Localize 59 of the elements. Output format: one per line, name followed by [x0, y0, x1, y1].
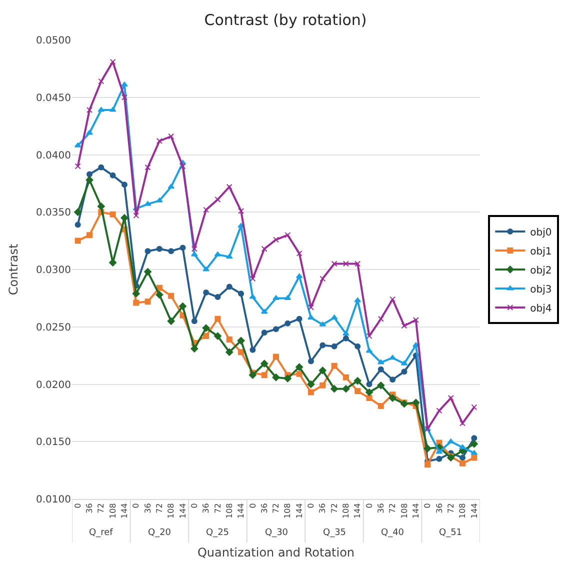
x-axis-title: Quantization and Rotation [197, 545, 355, 560]
x-tick-label: 36 [202, 503, 211, 514]
legend-label: obj4 [530, 303, 552, 314]
text: Q_20 [148, 528, 172, 538]
x-tick-label: 0 [306, 503, 316, 508]
x-tick-label: 144 [294, 503, 304, 518]
x-tick-label: 108 [458, 503, 468, 518]
text: Q_35 [323, 528, 346, 538]
x-tick-label: 144 [411, 503, 420, 518]
text: Q_40 [381, 528, 404, 538]
x-tick-label: 72 [155, 503, 164, 514]
legend-label: obj2 [530, 265, 552, 276]
x-tick-label: 144 [470, 503, 479, 518]
x-tick-label: 72 [213, 503, 222, 514]
x-tick-label: 108 [342, 503, 351, 518]
y-tick-label: 0.0350 [36, 208, 71, 219]
x-tick-label: 0 [190, 503, 199, 508]
legend-label: obj3 [530, 284, 552, 296]
text: Q_25 [206, 528, 230, 538]
x-tick-label: 0 [248, 503, 258, 508]
x-tick-label: 0 [364, 503, 374, 508]
x-tick-label: 72 [272, 503, 281, 514]
x-tick-label: 0 [423, 503, 432, 508]
x-tick-label: 144 [120, 503, 130, 518]
x-tick-label: 36 [434, 503, 444, 514]
legend-label: obj1 [530, 246, 552, 258]
x-tick-label: 108 [283, 503, 292, 518]
x-tick-label: 108 [166, 503, 176, 518]
x-tick-label: 72 [446, 503, 456, 514]
legend-label: obj0 [530, 227, 552, 238]
x-tick-label: 36 [85, 503, 94, 514]
chart-title: Contrast (by rotation) [204, 10, 367, 29]
text: Q_51 [439, 528, 462, 538]
y-tick-label: 0.0250 [36, 322, 71, 334]
y-tick-label: 0.0450 [36, 92, 71, 104]
x-tick-label: 144 [353, 503, 362, 518]
y-tick-label: 0.0150 [36, 437, 71, 448]
x-tick-label: 36 [318, 503, 328, 514]
x-tick-label: 72 [96, 503, 106, 514]
x-tick-label: 108 [400, 503, 409, 518]
x-tick-label: 144 [178, 503, 188, 518]
x-tick-label: 72 [388, 503, 398, 514]
x-tick-label: 36 [260, 503, 269, 514]
x-tick-label: 108 [108, 503, 118, 518]
x-tick-label: 36 [376, 503, 386, 514]
y-axis-title: Contrast [6, 244, 20, 296]
x-tick-label: 36 [143, 503, 152, 514]
x-tick-label: 72 [330, 503, 339, 514]
x-tick-label: 0 [132, 503, 141, 508]
y-tick-label: 0.0400 [36, 150, 71, 162]
x-tick-label: 108 [224, 503, 234, 518]
text: Q_30 [265, 528, 288, 538]
y-tick-label: 0.0100 [36, 494, 71, 506]
y-tick-label: 0.0300 [36, 265, 71, 276]
y-tick-label: 0.0200 [36, 380, 71, 391]
y-tick-label: 0.0500 [36, 36, 71, 46]
x-tick-label: 144 [236, 503, 246, 518]
text: Q_ref [89, 528, 114, 538]
x-tick-label: 0 [73, 503, 82, 508]
